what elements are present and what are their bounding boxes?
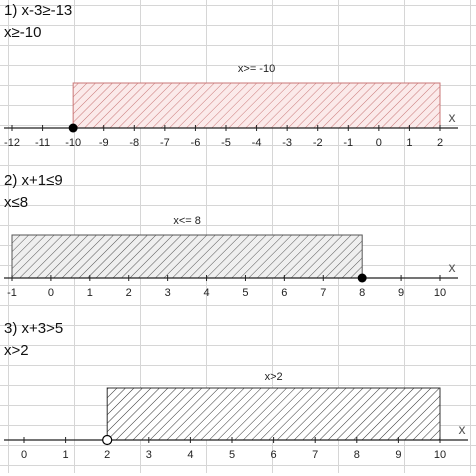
tick-label: 6: [271, 449, 277, 461]
open-point: [102, 434, 113, 446]
tick-label: 4: [203, 287, 209, 299]
number-line-1: x>= -10x-12 -11 -10 -9 -8 -7 -6 -5 -4 -3 -2 -1 0 1 2: [4, 63, 458, 149]
tick-label: 2: [437, 137, 443, 149]
tick-label: 8: [354, 449, 360, 461]
tick-label: -6: [191, 137, 201, 149]
tick-label: 1: [63, 449, 69, 461]
tick-label: 3: [146, 449, 152, 461]
region-label: x>= -10: [238, 63, 275, 75]
closed-point: [357, 273, 367, 283]
tick-label: 7: [320, 287, 326, 299]
tick-label: 10: [434, 287, 446, 299]
axis-letter: x: [459, 421, 466, 437]
tick-label: -1: [7, 287, 17, 299]
tick-label: -1: [343, 137, 353, 149]
problem-1-answer: x≥-10: [4, 24, 42, 41]
tick-label: 6: [281, 287, 287, 299]
problem-3-answer: x>2: [4, 342, 29, 359]
region-label: x>2: [265, 371, 283, 383]
problem-3: 3) x+3>5 x>2 x>2 x 0 1 2 3 4 5 6 7 8 9 10: [0, 318, 476, 476]
tick-label: 2: [126, 287, 132, 299]
tick-label: 0: [21, 449, 27, 461]
tick-label: 0: [48, 287, 54, 299]
tick-label: -7: [160, 137, 170, 149]
tick-label: -5: [221, 137, 231, 149]
tick-label: -10: [65, 137, 81, 149]
tick-label: -11: [35, 137, 50, 149]
tick-label: -2: [313, 137, 323, 149]
tick-label: 3: [165, 287, 171, 299]
problem-1: 1) x-3≥-13 x≥-10 x>= -10 x -12 -11 -10 -9 -8 -7…: [0, 0, 476, 158]
number-line-2: x<= 8 x -1 0 1 2 3 4 5 6 7 8 9 10: [4, 215, 458, 299]
tick-label: 5: [229, 449, 235, 461]
solution-region: [72, 82, 441, 129]
tick-label: -8: [129, 137, 139, 149]
tick-label: 1: [406, 137, 412, 149]
closed-point: [68, 123, 78, 133]
tick-label: 5: [242, 287, 248, 299]
axis-letter: x: [449, 259, 456, 275]
solution-region: [106, 387, 441, 441]
tick-label: 10: [434, 449, 446, 461]
solution-region: [11, 234, 363, 279]
problem-1-equation: 1) x-3≥-13: [4, 2, 73, 19]
tick-label: 9: [398, 287, 404, 299]
tick-label: 1: [87, 287, 93, 299]
problem-2-equation: 2) x+1≤9: [4, 172, 63, 189]
problem-2: 2) x+1≤9 x≤8 x<= 8 x -1 0 1 2 3 4 5 6 7 8 9 10: [0, 170, 476, 328]
tick-label: 4: [187, 449, 193, 461]
tick-label: -12: [4, 137, 20, 149]
tick-label: -3: [282, 137, 292, 149]
number-line-3: x>2 x 0 1 2 3 4 5 6 7 8 9 10: [4, 371, 468, 461]
region-label: x<= 8: [173, 215, 201, 227]
tick-label: -4: [252, 137, 262, 149]
axis-letter: x: [449, 109, 456, 125]
tick-label: 9: [395, 449, 401, 461]
tick-label: 7: [312, 449, 318, 461]
problem-3-equation: 3) x+3>5: [4, 320, 64, 337]
tick-label: -9: [99, 137, 109, 149]
tick-label: 8: [359, 287, 365, 299]
tick-label: 2: [104, 449, 110, 461]
problem-2-answer: x≤8: [4, 194, 29, 211]
tick-label: 0: [376, 137, 382, 149]
